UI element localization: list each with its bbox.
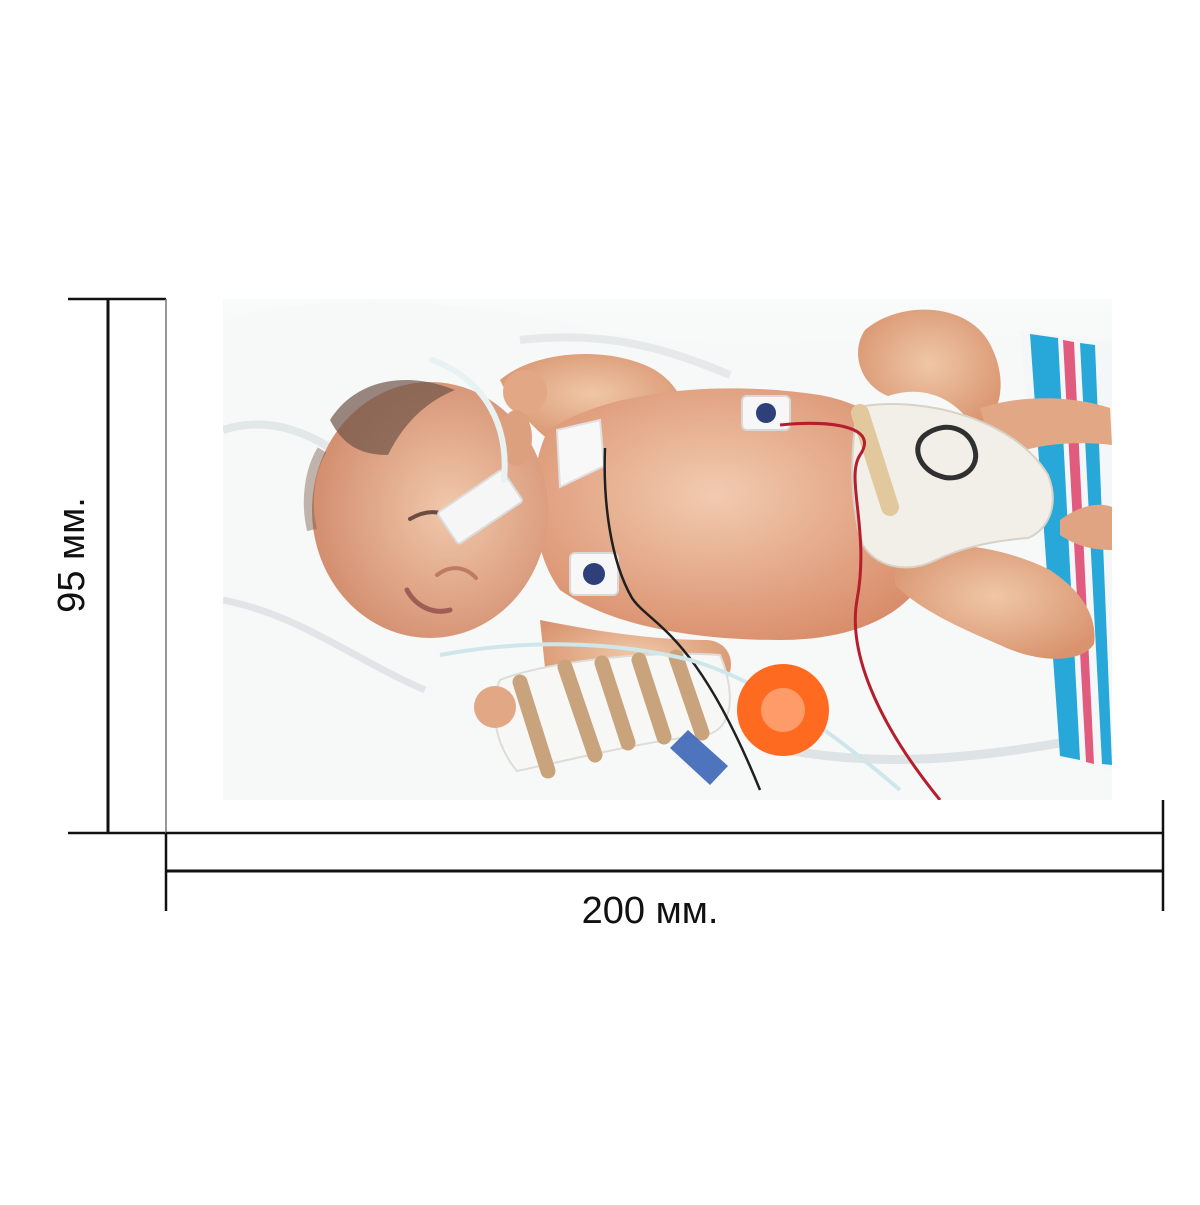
blanket-fold-2 — [223, 596, 427, 694]
width-label: 200 мм. — [581, 890, 719, 932]
height-dimension — [68, 297, 167, 835]
blanket-fold-3 — [519, 333, 732, 379]
lower-hand — [474, 686, 516, 728]
baby — [303, 309, 1112, 779]
electrode-bottom-center — [583, 563, 605, 585]
electrode-top-center — [756, 403, 776, 423]
lower-leg — [895, 545, 1095, 659]
height-label: 95 мм. — [51, 497, 93, 613]
red-line — [779, 421, 942, 800]
nasal-tape — [437, 469, 523, 545]
photo — [223, 299, 1112, 800]
nose — [435, 566, 478, 580]
ear — [500, 410, 532, 466]
upper-hand — [503, 370, 547, 414]
lower-foot — [1060, 504, 1112, 550]
hair-side — [303, 447, 327, 532]
mouth — [404, 587, 453, 614]
upper-leg — [858, 309, 1001, 430]
iv-line — [439, 642, 902, 792]
diaper-mark — [915, 424, 979, 481]
hair — [330, 380, 455, 455]
blanket-fold-4 — [759, 730, 1106, 764]
pacifier-center — [761, 688, 805, 732]
diaper-tab — [851, 404, 899, 516]
iv-connector — [670, 730, 728, 785]
torso — [533, 388, 936, 640]
splint-tape — [512, 649, 710, 779]
feeding-tube — [429, 357, 508, 483]
width-dimension — [164, 800, 1165, 911]
medical-devices — [429, 357, 942, 800]
black-wire — [603, 447, 762, 791]
